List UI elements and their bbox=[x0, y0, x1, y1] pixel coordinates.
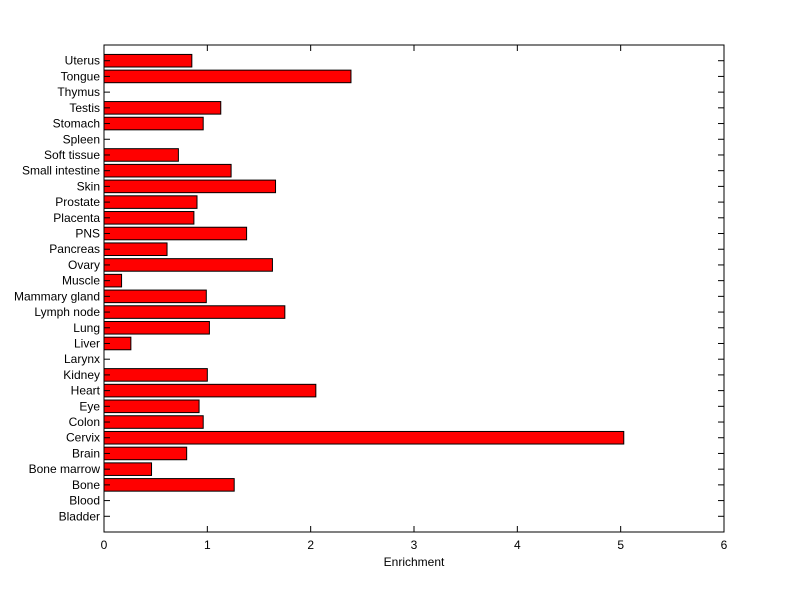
bar-bone bbox=[103, 478, 235, 492]
bar-lung bbox=[103, 320, 210, 335]
x-axis-label: Enrichment bbox=[384, 555, 445, 569]
bar-small-intestine bbox=[103, 163, 232, 178]
category-label-cervix: Cervix bbox=[66, 431, 100, 445]
category-label-spleen: Spleen bbox=[63, 132, 100, 146]
bar-pns bbox=[103, 226, 248, 241]
category-label-stomach: Stomach bbox=[53, 117, 100, 131]
category-label-bone: Bone bbox=[72, 478, 100, 492]
category-label-larynx: Larynx bbox=[64, 352, 100, 366]
category-label-small-intestine: Small intestine bbox=[22, 164, 100, 178]
bar-mammary-gland bbox=[103, 289, 207, 304]
x-tick-label: 6 bbox=[721, 538, 728, 552]
x-tick-label: 5 bbox=[617, 538, 624, 552]
bar-ovary bbox=[103, 258, 273, 272]
bar-tongue bbox=[103, 69, 352, 84]
bar-pancreas bbox=[103, 242, 168, 257]
category-label-mammary-gland: Mammary gland bbox=[14, 289, 100, 303]
bars-group bbox=[103, 53, 625, 492]
category-label-colon: Colon bbox=[69, 415, 100, 429]
bar-testis bbox=[103, 101, 222, 115]
category-label-uterus: Uterus bbox=[65, 54, 100, 68]
bar-placenta bbox=[103, 211, 195, 225]
ticks-group bbox=[103, 45, 725, 532]
category-label-heart: Heart bbox=[71, 384, 101, 398]
category-label-brain: Brain bbox=[72, 446, 100, 460]
x-tick-label: 4 bbox=[514, 538, 521, 552]
category-label-kidney: Kidney bbox=[63, 368, 100, 382]
category-label-pns: PNS bbox=[75, 227, 100, 241]
bar-stomach bbox=[103, 116, 204, 131]
category-label-skin: Skin bbox=[77, 179, 100, 193]
x-tick-label: 0 bbox=[101, 538, 108, 552]
category-label-eye: Eye bbox=[79, 399, 100, 413]
category-label-lymph-node: Lymph node bbox=[34, 305, 100, 319]
x-tick-label: 1 bbox=[204, 538, 211, 552]
axes-box bbox=[103, 44, 725, 533]
category-label-lung: Lung bbox=[73, 321, 100, 335]
category-label-blood: Blood bbox=[69, 494, 100, 508]
bar-kidney bbox=[103, 368, 208, 382]
category-label-bone-marrow: Bone marrow bbox=[29, 462, 101, 476]
bar-brain bbox=[103, 446, 188, 461]
category-label-testis: Testis bbox=[69, 101, 100, 115]
bar-uterus bbox=[103, 53, 193, 68]
x-tick-label: 3 bbox=[411, 538, 418, 552]
category-label-pancreas: Pancreas bbox=[49, 242, 100, 256]
category-label-bladder: Bladder bbox=[59, 509, 100, 523]
category-label-ovary: Ovary bbox=[68, 258, 100, 272]
category-label-liver: Liver bbox=[74, 336, 100, 350]
x-tick-labels-group: 0 1 2 3 4 5 6 bbox=[101, 538, 728, 552]
category-label-placenta: Placenta bbox=[53, 211, 100, 225]
bar-prostate bbox=[103, 195, 198, 209]
x-tick-label: 2 bbox=[307, 538, 314, 552]
bar-cervix bbox=[103, 430, 625, 445]
category-label-prostate: Prostate bbox=[55, 195, 100, 209]
bar-skin bbox=[103, 179, 277, 194]
category-label-muscle: Muscle bbox=[62, 274, 100, 288]
bar-soft-tissue bbox=[103, 148, 179, 162]
bar-colon bbox=[103, 415, 204, 429]
category-label-tongue: Tongue bbox=[61, 69, 101, 83]
category-label-soft-tissue: Soft tissue bbox=[44, 148, 100, 162]
bar-lymph-node bbox=[103, 305, 286, 319]
bar-eye bbox=[103, 399, 200, 414]
bar-heart bbox=[103, 383, 317, 398]
bar-bone-marrow bbox=[103, 462, 153, 476]
category-label-thymus: Thymus bbox=[57, 85, 100, 99]
